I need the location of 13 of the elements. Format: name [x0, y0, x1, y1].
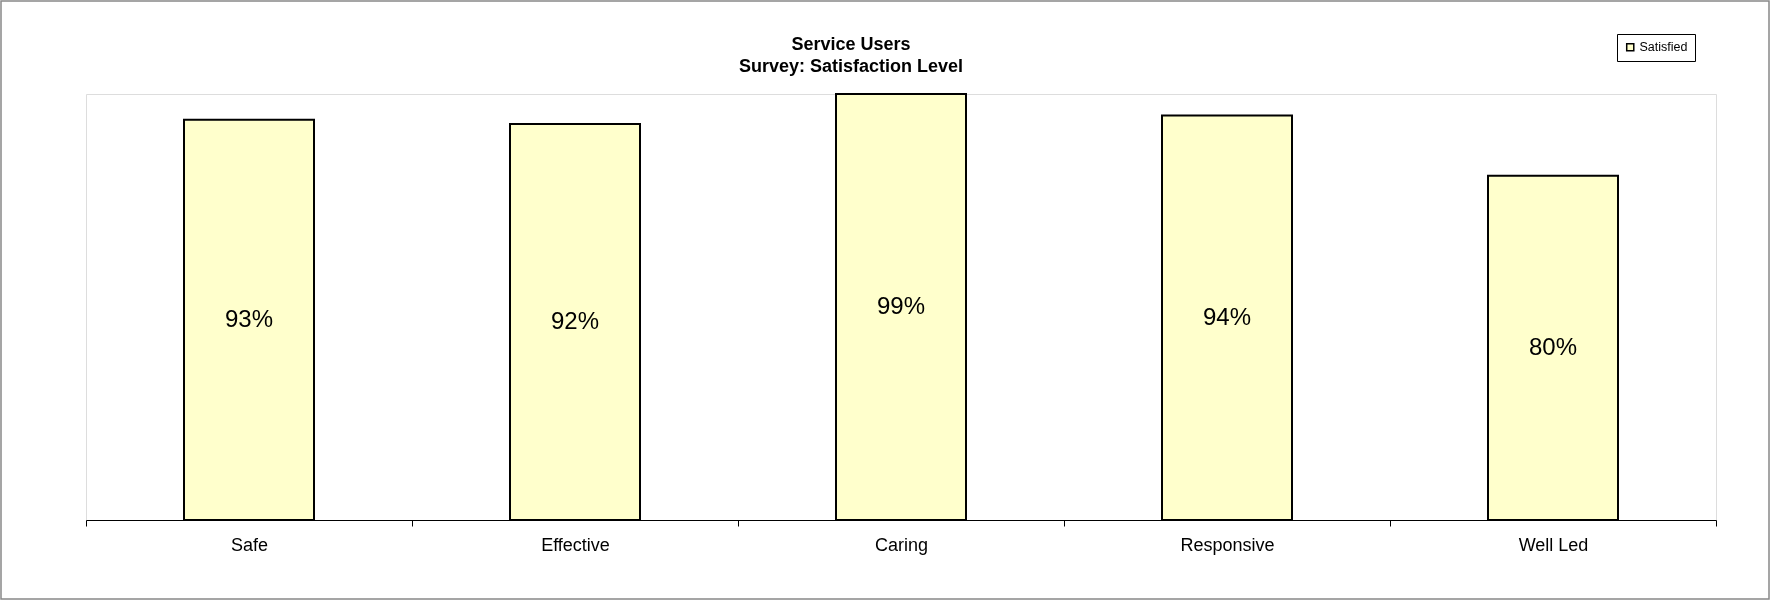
- x-tick-label: Responsive: [1180, 534, 1275, 555]
- x-tick-label: Effective: [541, 534, 610, 555]
- legend-label: Satisfied: [1639, 40, 1688, 55]
- data-label: 94%: [1202, 302, 1252, 330]
- x-tick-label: Well Led: [1518, 534, 1589, 555]
- data-label: 99%: [876, 292, 926, 319]
- chart-subtitle: Survey: Satisfaction Level: [738, 56, 964, 77]
- x-tick-label: Safe: [230, 534, 269, 555]
- data-label: 80%: [1528, 332, 1578, 360]
- data-label: 93%: [224, 304, 274, 332]
- x-tick-label: Caring: [874, 534, 929, 555]
- chart-title: Service Users: [791, 34, 911, 55]
- data-label: 92%: [550, 307, 600, 335]
